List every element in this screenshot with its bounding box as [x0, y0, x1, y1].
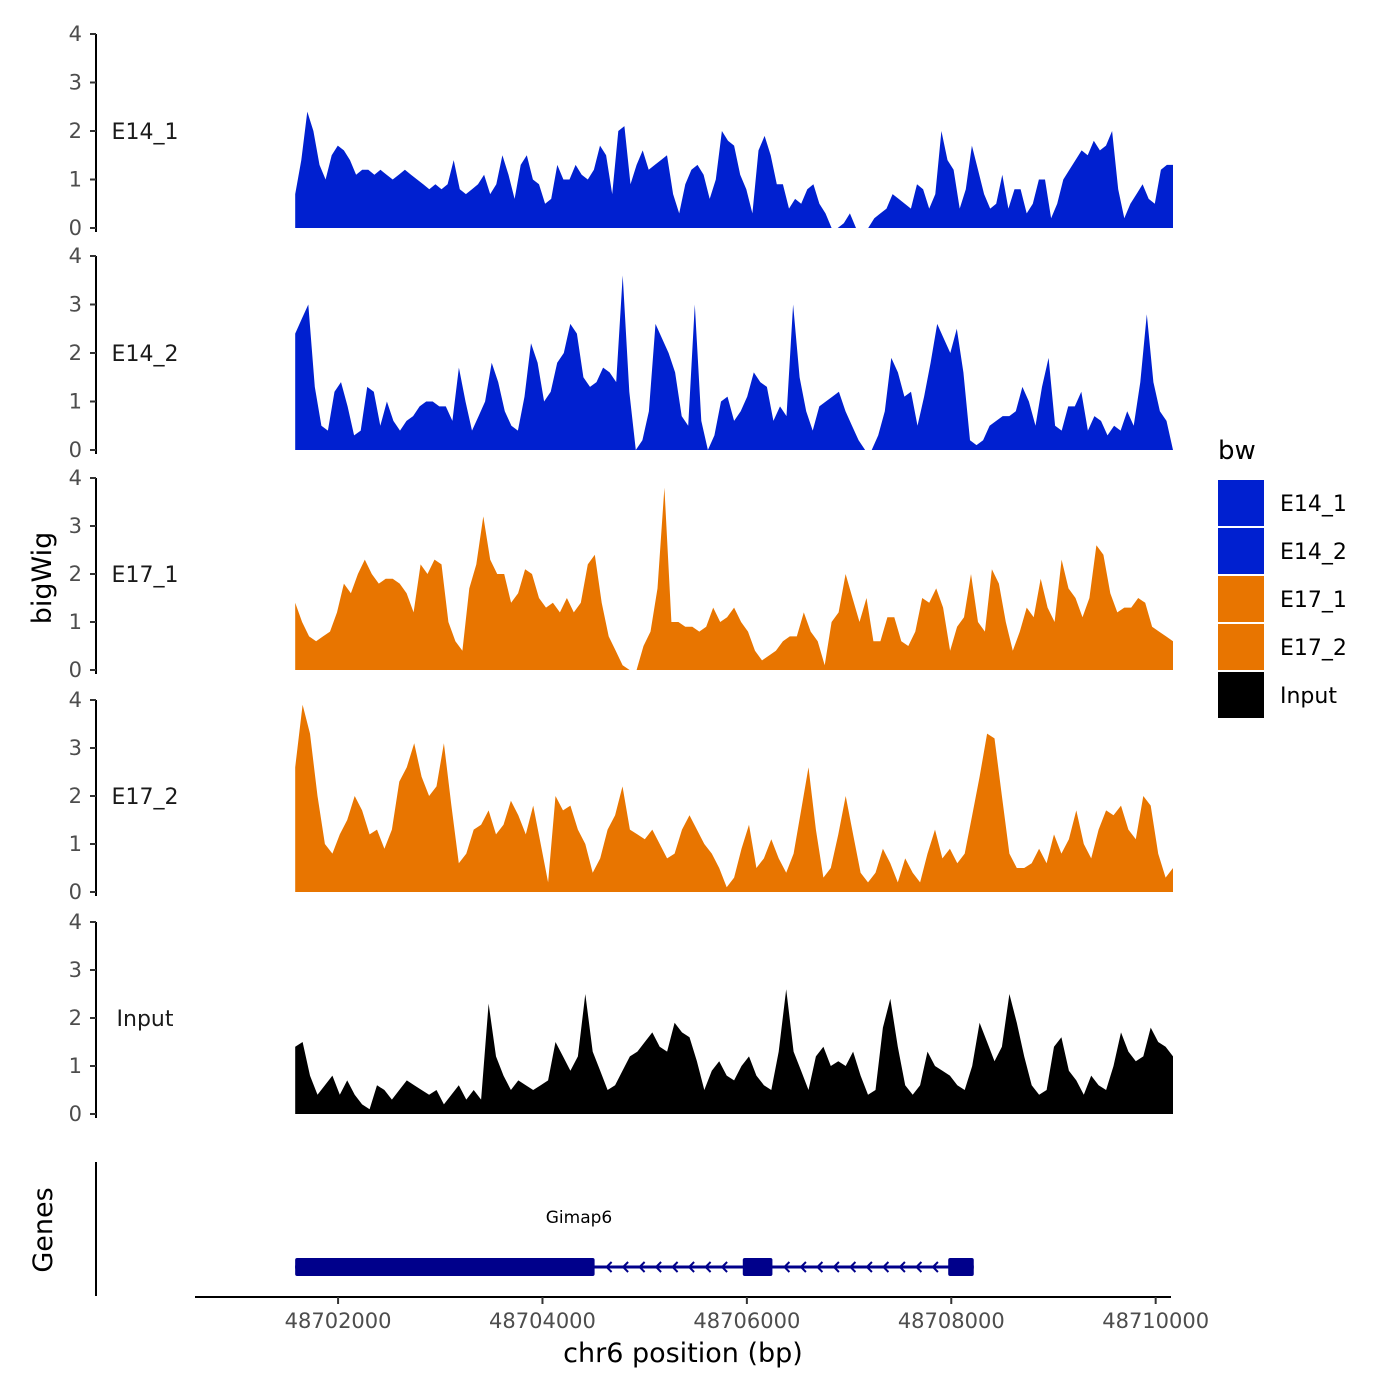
gene-Gimap6: Gimap6 — [295, 1208, 974, 1276]
strand-arrow — [865, 1261, 873, 1273]
track-E14_2: 0 1 2 3 4 E14_2 — [69, 244, 1173, 462]
y-tick-label: 0 — [69, 880, 82, 904]
track-E17_1: 0 1 2 3 4 E17_1 — [69, 466, 1173, 682]
x-tick-label: 48710000 — [1102, 1309, 1209, 1333]
coverage-area-E17_1 — [295, 487, 1173, 670]
y-tick-label: 4 — [69, 688, 82, 712]
gene-track: Genes Gimap6 — [28, 1162, 974, 1296]
legend-label: Input — [1280, 684, 1337, 709]
x-tick-label: 48702000 — [285, 1309, 392, 1333]
y-tick-label: 2 — [69, 784, 82, 808]
legend-label: E14_1 — [1280, 492, 1347, 517]
strand-arrow — [832, 1261, 840, 1273]
legend-swatch — [1218, 528, 1264, 574]
legend-swatch — [1218, 624, 1264, 670]
y-tick-label: 2 — [69, 562, 82, 586]
y-tick-label: 0 — [69, 216, 82, 240]
track-label: Input — [117, 1007, 174, 1032]
y-tick-label: 4 — [69, 466, 82, 490]
strand-arrow — [849, 1261, 857, 1273]
y-tick-label: 0 — [69, 658, 82, 682]
y-tick-label: 2 — [69, 1006, 82, 1030]
legend: bw E14_1 E14_2 E17_1 E17_2 Input — [1218, 436, 1347, 718]
y-tick-label: 4 — [69, 244, 82, 268]
y-tick-label: 3 — [69, 514, 82, 538]
y-tick-label: 2 — [69, 119, 82, 143]
track-Input: 0 1 2 3 4 Input — [69, 910, 1173, 1126]
y-tick-label: 0 — [69, 438, 82, 462]
coverage-tracks: 0 1 2 3 4 E14_1 0 1 2 3 4 E14_2 0 1 2 3 4 E17_1 0 1 2 3 4 E17_2… — [69, 22, 1173, 1126]
strand-arrow — [605, 1261, 613, 1273]
y-tick-label: 4 — [69, 910, 82, 934]
x-tick-label: 48708000 — [898, 1309, 1005, 1333]
strand-arrow — [915, 1261, 923, 1273]
coverage-area-E14_1 — [295, 111, 1173, 228]
strand-arrow — [704, 1261, 712, 1273]
strand-arrow — [671, 1261, 679, 1273]
x-tick-label: 48706000 — [693, 1309, 800, 1333]
y-tick-label: 3 — [69, 736, 82, 760]
y-tick-label: 1 — [69, 390, 82, 414]
track-E14_1: 0 1 2 3 4 E14_1 — [69, 22, 1173, 240]
coverage-area-E14_2 — [295, 275, 1173, 450]
y-tick-label: 1 — [69, 1054, 82, 1078]
gene-track-title: Genes — [28, 1187, 59, 1272]
x-axis: chr6 position (bp) 48702000 48704000 48706… — [195, 1296, 1209, 1369]
coverage-area-Input — [295, 989, 1173, 1114]
legend-label: E17_1 — [1280, 588, 1347, 613]
gene-exon — [295, 1258, 595, 1276]
y-tick-label: 1 — [69, 610, 82, 634]
y-tick-label: 3 — [69, 958, 82, 982]
strand-arrow — [621, 1261, 629, 1273]
gene-name-label: Gimap6 — [546, 1208, 612, 1228]
track-label: E17_1 — [112, 563, 179, 588]
strand-arrow — [783, 1261, 791, 1273]
y-tick-label: 1 — [69, 832, 82, 856]
legend-swatch — [1218, 480, 1264, 526]
strand-arrow — [687, 1261, 695, 1273]
coverage-area-E17_2 — [295, 704, 1173, 892]
track-label: E14_1 — [112, 120, 179, 145]
y-tick-label: 4 — [69, 22, 82, 46]
legend-title: bw — [1218, 436, 1256, 466]
strand-arrow — [720, 1261, 728, 1273]
x-tick-label: 48704000 — [489, 1309, 596, 1333]
track-E17_2: 0 1 2 3 4 E17_2 — [69, 688, 1173, 904]
y-tick-label: 3 — [69, 71, 82, 95]
y-tick-label: 3 — [69, 293, 82, 317]
gene-exon — [948, 1258, 974, 1276]
strand-arrow — [654, 1261, 662, 1273]
y-tick-label: 2 — [69, 341, 82, 365]
x-axis-title: chr6 position (bp) — [563, 1338, 803, 1369]
strand-arrow — [931, 1261, 939, 1273]
gene-exon — [742, 1258, 773, 1276]
y-tick-label: 1 — [69, 168, 82, 192]
strand-arrow — [638, 1261, 646, 1273]
y-axis-title: bigWig — [27, 532, 58, 625]
legend-swatch — [1218, 576, 1264, 622]
strand-arrow — [799, 1261, 807, 1273]
legend-swatch — [1218, 672, 1264, 718]
strand-arrow — [816, 1261, 824, 1273]
track-label: E17_2 — [112, 785, 179, 810]
track-label: E14_2 — [112, 342, 179, 367]
legend-label: E17_2 — [1280, 636, 1347, 661]
y-tick-label: 0 — [69, 1102, 82, 1126]
legend-label: E14_2 — [1280, 540, 1347, 565]
strand-arrow — [898, 1261, 906, 1273]
strand-arrow — [882, 1261, 890, 1273]
